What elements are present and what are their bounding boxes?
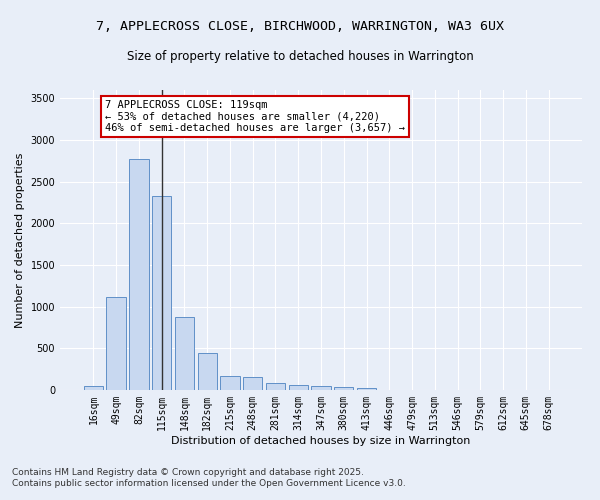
Bar [334,386,353,390]
Bar [311,386,331,390]
Y-axis label: Number of detached properties: Number of detached properties [15,152,25,328]
Text: 7, APPLECROSS CLOSE, BIRCHWOOD, WARRINGTON, WA3 6UX: 7, APPLECROSS CLOSE, BIRCHWOOD, WARRINGT… [96,20,504,33]
Bar [175,316,194,390]
Text: Size of property relative to detached houses in Warrington: Size of property relative to detached ho… [127,50,473,63]
Bar [243,376,262,390]
Bar [152,196,172,390]
Text: 7 APPLECROSS CLOSE: 119sqm
← 53% of detached houses are smaller (4,220)
46% of s: 7 APPLECROSS CLOSE: 119sqm ← 53% of deta… [105,100,405,133]
Bar [357,388,376,390]
Bar [197,354,217,390]
Text: Contains HM Land Registry data © Crown copyright and database right 2025.
Contai: Contains HM Land Registry data © Crown c… [12,468,406,487]
Bar [266,382,285,390]
Bar [84,386,103,390]
Bar [289,384,308,390]
Bar [106,296,126,390]
Bar [220,376,239,390]
X-axis label: Distribution of detached houses by size in Warrington: Distribution of detached houses by size … [172,436,470,446]
Bar [129,159,149,390]
